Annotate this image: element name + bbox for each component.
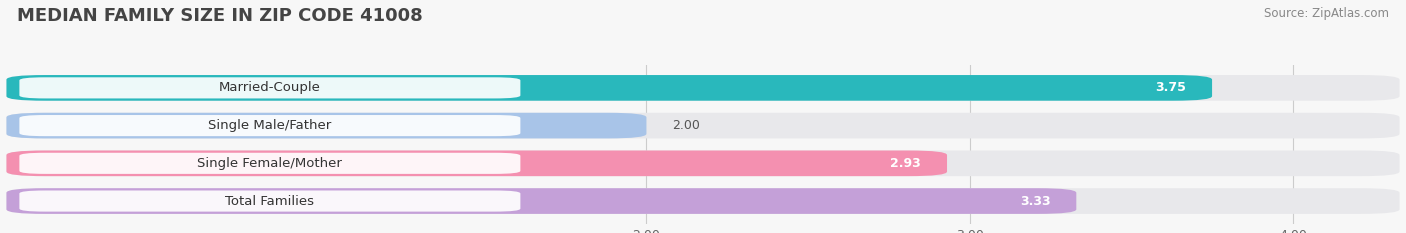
- FancyBboxPatch shape: [7, 151, 1399, 176]
- FancyBboxPatch shape: [20, 115, 520, 136]
- FancyBboxPatch shape: [7, 151, 948, 176]
- FancyBboxPatch shape: [20, 153, 520, 174]
- Text: 2.00: 2.00: [672, 119, 700, 132]
- Text: Married-Couple: Married-Couple: [219, 81, 321, 94]
- FancyBboxPatch shape: [7, 75, 1212, 101]
- Text: Source: ZipAtlas.com: Source: ZipAtlas.com: [1264, 7, 1389, 20]
- Text: 3.75: 3.75: [1156, 81, 1187, 94]
- Text: Single Male/Father: Single Male/Father: [208, 119, 332, 132]
- Text: MEDIAN FAMILY SIZE IN ZIP CODE 41008: MEDIAN FAMILY SIZE IN ZIP CODE 41008: [17, 7, 423, 25]
- FancyBboxPatch shape: [20, 191, 520, 212]
- FancyBboxPatch shape: [7, 113, 1399, 138]
- FancyBboxPatch shape: [7, 188, 1399, 214]
- Text: 2.93: 2.93: [890, 157, 921, 170]
- FancyBboxPatch shape: [7, 188, 1077, 214]
- FancyBboxPatch shape: [7, 75, 1399, 101]
- Text: Total Families: Total Families: [225, 195, 315, 208]
- FancyBboxPatch shape: [20, 77, 520, 98]
- FancyBboxPatch shape: [7, 113, 647, 138]
- Text: Single Female/Mother: Single Female/Mother: [197, 157, 342, 170]
- Text: 3.33: 3.33: [1019, 195, 1050, 208]
